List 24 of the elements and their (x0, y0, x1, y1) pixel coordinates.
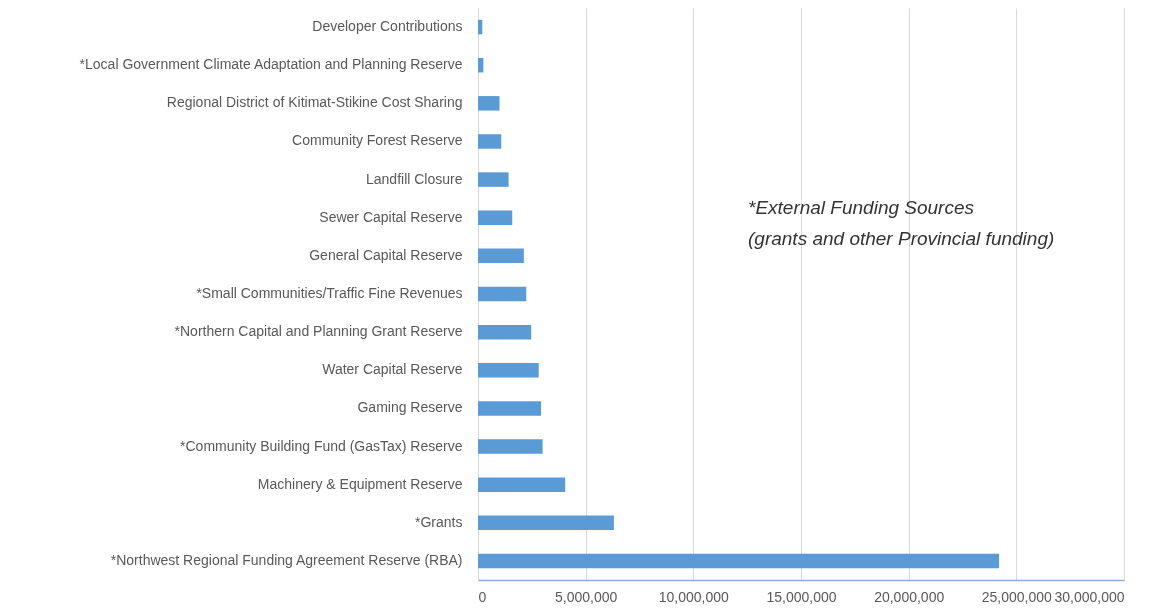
x-tick-label: 10,000,000 (658, 588, 730, 605)
y-tick-label: General Capital Reserve (309, 246, 463, 263)
y-tick-label: *Northwest Regional Funding Agreement Reserve (RBA) (110, 551, 463, 568)
y-tick-label: Community Forest Reserve (292, 132, 463, 149)
y-tick-label: *Local Government Climate Adaptation and Planning Reserve (79, 56, 463, 73)
y-tick-label: Regional District of Kitimat-Stikine Cost Sharing (166, 94, 463, 111)
x-tick-label: 5,000,000 (555, 588, 618, 605)
x-tick-label: 15,000,000 (766, 588, 837, 605)
y-tick-label: *Northern Capital and Planning Grant Reserve (174, 323, 463, 340)
y-tick-label: *Grants (415, 513, 463, 530)
annotation: *External Funding Sources (748, 197, 975, 218)
x-tick-label: 20,000,000 (874, 588, 945, 605)
y-tick-label: Landfill Closure (366, 170, 463, 187)
y-tick-label: Water Capital Reserve (322, 361, 463, 378)
y-tick-label: Machinery & Equipment Reserve (257, 475, 463, 492)
y-tick-label: Sewer Capital Reserve (319, 208, 463, 225)
x-tick-label: 30,000,000 (1054, 588, 1125, 605)
y-tick-label: *Community Building Fund (GasTax) Reserve (180, 437, 463, 454)
x-tick-label: 25,000,000 (981, 588, 1053, 605)
annotation: (grants and other Provincial funding) (748, 228, 1055, 249)
x-tick-label: 0 (478, 588, 487, 605)
y-tick-label: Gaming Reserve (357, 399, 463, 416)
y-tick-label: *Small Communities/Traffic Fine Revenues (196, 285, 463, 301)
y-tick-label: Developer Contributions (312, 18, 463, 35)
